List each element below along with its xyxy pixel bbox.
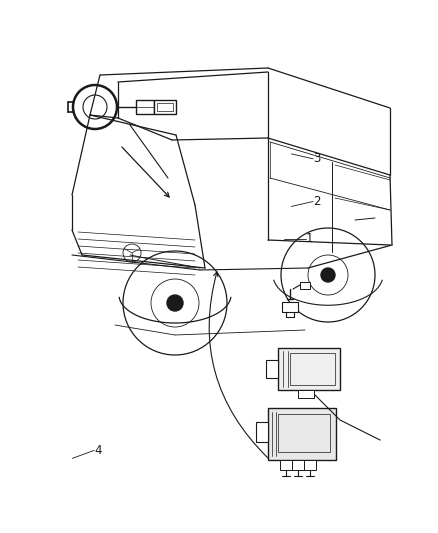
- Text: 3: 3: [313, 152, 321, 165]
- Text: 2: 2: [313, 195, 321, 208]
- FancyBboxPatch shape: [266, 360, 278, 378]
- Text: 4: 4: [94, 444, 102, 457]
- FancyBboxPatch shape: [278, 348, 340, 390]
- FancyBboxPatch shape: [154, 100, 176, 114]
- FancyBboxPatch shape: [268, 408, 336, 460]
- Circle shape: [321, 268, 335, 282]
- FancyBboxPatch shape: [256, 422, 268, 442]
- FancyBboxPatch shape: [280, 460, 292, 470]
- FancyBboxPatch shape: [304, 460, 316, 470]
- FancyBboxPatch shape: [136, 100, 154, 114]
- Circle shape: [167, 295, 183, 311]
- FancyBboxPatch shape: [292, 460, 304, 470]
- Text: 1: 1: [306, 232, 313, 245]
- FancyBboxPatch shape: [300, 282, 310, 289]
- FancyBboxPatch shape: [282, 302, 298, 312]
- FancyBboxPatch shape: [298, 390, 314, 398]
